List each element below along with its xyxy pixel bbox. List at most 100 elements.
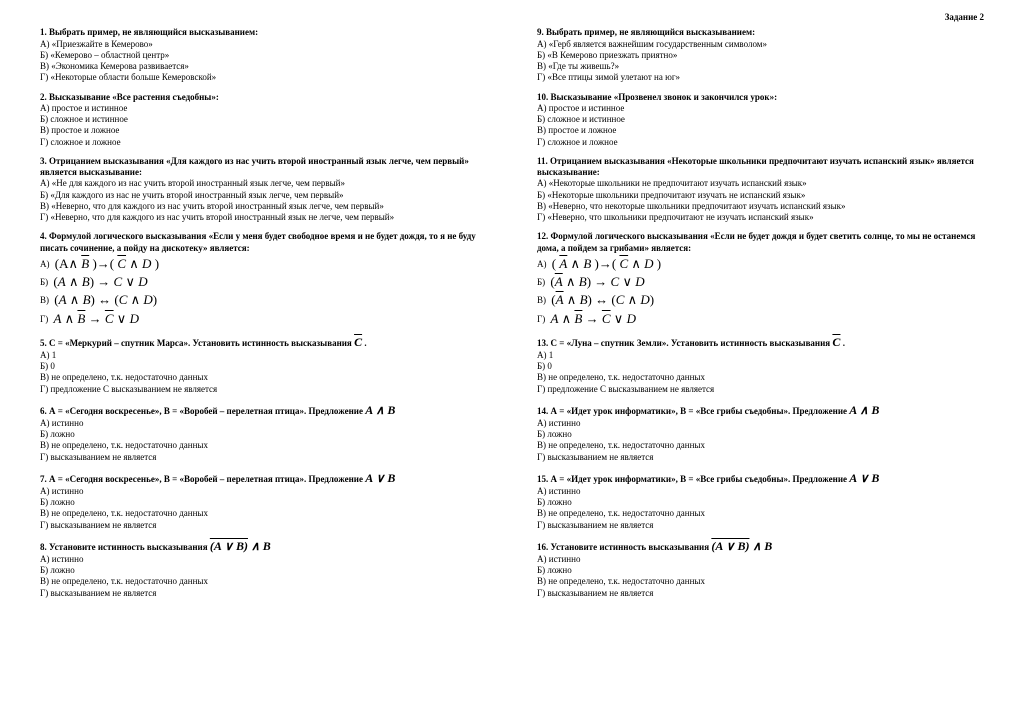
q14-opt-c: В) не определено, т.к. недостаточно данн… (537, 440, 984, 451)
q13-opt-d: Г) предложение С высказыванием не являет… (537, 384, 984, 395)
q15-opt-a: А) истинно (537, 486, 984, 497)
q3-opt-b: Б) «Для каждого из нас не учить второй и… (40, 190, 487, 201)
q9-title: 9. Выбрать пример, не являющийся высказы… (537, 27, 755, 37)
q10-opt-d: Г) сложное и ложное (537, 137, 984, 148)
q10-opt-a: А) простое и истинное (537, 103, 984, 114)
q10-title: 10. Высказывание «Прозвенел звонок и зак… (537, 92, 777, 102)
q5-opt-c: В) не определено, т.к. недостаточно данн… (40, 372, 487, 383)
q3-opt-c: В) «Неверно, что для каждого из нас учит… (40, 201, 487, 212)
q12-formula-b: Б) (A ∧ B) → C ∨ D (537, 274, 984, 290)
q3-opt-a: А) «Не для каждого из нас учить второй и… (40, 178, 487, 189)
q15-opt-d: Г) высказыванием не является (537, 520, 984, 531)
q6-title-pre: 6. А = «Сегодня воскресенье», В = «Вороб… (40, 406, 365, 416)
question-3: 3. Отрицанием высказывания «Для каждого … (40, 156, 487, 224)
q14-formula: A ∧ B (849, 403, 879, 417)
q8-opt-a: А) истинно (40, 554, 487, 565)
q9-opt-c: В) «Где ты живешь?» (537, 61, 984, 72)
q13-title: 13. С = «Луна – спутник Земли». Установи… (537, 335, 984, 350)
q4-formula-a: А) (А∧ B )→( C ∧ D ) (40, 256, 487, 272)
q10-opt-b: Б) сложное и истинное (537, 114, 984, 125)
q6-opt-d: Г) высказыванием не является (40, 452, 487, 463)
q3-title: 3. Отрицанием высказывания «Для каждого … (40, 156, 469, 177)
question-7: 7. А = «Сегодня воскресенье», В = «Вороб… (40, 471, 487, 531)
q7-title-pre: 7. А = «Сегодня воскресенье», В = «Вороб… (40, 474, 365, 484)
q6-title: 6. А = «Сегодня воскресенье», В = «Вороб… (40, 403, 487, 418)
two-column-layout: 1. Выбрать пример, не являющийся высказы… (40, 27, 984, 607)
q2-opt-a: А) простое и истинное (40, 103, 487, 114)
q8-opt-c: В) не определено, т.к. недостаточно данн… (40, 576, 487, 587)
q7-opt-a: А) истинно (40, 486, 487, 497)
q6-formula: A ∧ B (365, 403, 395, 417)
q16-opt-b: Б) ложно (537, 565, 984, 576)
q8-title-pre: 8. Установите истинность высказывания (40, 542, 210, 552)
q4-formula-b: Б) (A ∧ B) → C ∨ D (40, 274, 487, 290)
q9-opt-d: Г) «Все птицы зимой улетают на юг» (537, 72, 984, 83)
q12-formula-d: Г) A ∧ B → C ∨ D (537, 311, 984, 327)
q8-opt-d: Г) высказыванием не является (40, 588, 487, 599)
q2-opt-b: Б) сложное и истинное (40, 114, 487, 125)
q13-title-pre: 13. С = «Луна – спутник Земли». Установи… (537, 338, 832, 348)
q11-opt-b: Б) «Некоторые школьники предпочитают изу… (537, 190, 984, 201)
q4-formula-c: В) (A ∧ B) ↔ (C ∧ D) (40, 292, 487, 308)
q13-opt-a: А) 1 (537, 350, 984, 361)
question-13: 13. С = «Луна – спутник Земли». Установи… (537, 335, 984, 395)
question-8: 8. Установите истинность высказывания (A… (40, 539, 487, 599)
q11-title: 11. Отрицанием высказывания «Некоторые ш… (537, 156, 974, 177)
question-12: 12. Формулой логического высказывания «Е… (537, 231, 984, 327)
q13-opt-c: В) не определено, т.к. недостаточно данн… (537, 372, 984, 383)
q15-title: 15. А = «Идет урок информатики», В = «Вс… (537, 471, 984, 486)
q15-title-pre: 15. А = «Идет урок информатики», В = «Вс… (537, 474, 849, 484)
q5-opt-b: Б) 0 (40, 361, 487, 372)
q11-opt-d: Г) «Неверно, что школьники предпочитают … (537, 212, 984, 223)
page-title: Задание 2 (40, 12, 984, 23)
q13-title-post: . (840, 338, 845, 348)
q16-opt-d: Г) высказыванием не является (537, 588, 984, 599)
q12-formula-c: В) (A ∧ B) ↔ (C ∧ D) (537, 292, 984, 308)
question-2: 2. Высказывание «Все растения съедобны»:… (40, 92, 487, 148)
q8-title: 8. Установите истинность высказывания (A… (40, 539, 487, 554)
left-column: 1. Выбрать пример, не являющийся высказы… (40, 27, 487, 607)
q4-title: 4. Формулой логического высказывания «Ес… (40, 231, 476, 252)
q4-formula-d: Г) A ∧ B → C ∨ D (40, 311, 487, 327)
question-6: 6. А = «Сегодня воскресенье», В = «Вороб… (40, 403, 487, 463)
q1-opt-a: А) «Приезжайте в Кемерово» (40, 39, 487, 50)
q7-title: 7. А = «Сегодня воскресенье», В = «Вороб… (40, 471, 487, 486)
q12-formula-a: А) ( A ∧ B )→( C ∧ D ) (537, 256, 984, 272)
q16-title-pre: 16. Установите истинность высказывания (537, 542, 711, 552)
q14-opt-a: А) истинно (537, 418, 984, 429)
q5-title: 5. С = «Меркурий – спутник Марса». Устан… (40, 335, 487, 350)
question-11: 11. Отрицанием высказывания «Некоторые ш… (537, 156, 984, 224)
question-4: 4. Формулой логического высказывания «Ес… (40, 231, 487, 327)
q15-opt-c: В) не определено, т.к. недостаточно данн… (537, 508, 984, 519)
q5-title-pre: 5. С = «Меркурий – спутник Марса». Устан… (40, 338, 354, 348)
q10-opt-c: В) простое и ложное (537, 125, 984, 136)
q1-opt-d: Г) «Некоторые области больше Кемеровской… (40, 72, 487, 83)
q6-opt-b: Б) ложно (40, 429, 487, 440)
q2-opt-d: Г) сложное и ложное (40, 137, 487, 148)
q15-opt-b: Б) ложно (537, 497, 984, 508)
q8-formula: (A ∨ B) ∧ B (210, 539, 271, 553)
q7-formula: A ∨ B (365, 471, 395, 485)
q11-opt-a: А) «Некоторые школьники не предпочитают … (537, 178, 984, 189)
q5-opt-a: А) 1 (40, 350, 487, 361)
q1-title: 1. Выбрать пример, не являющийся высказы… (40, 27, 258, 37)
q6-opt-c: В) не определено, т.к. недостаточно данн… (40, 440, 487, 451)
q3-opt-d: Г) «Неверно, что для каждого из нас учит… (40, 212, 487, 223)
q1-opt-c: В) «Экономика Кемерова развивается» (40, 61, 487, 72)
q5-formula: C (354, 335, 362, 349)
q16-opt-a: А) истинно (537, 554, 984, 565)
q5-opt-d: Г) предложение С высказыванием не являет… (40, 384, 487, 395)
q2-title: 2. Высказывание «Все растения съедобны»: (40, 92, 219, 102)
q11-opt-c: В) «Неверно, что некоторые школьники пре… (537, 201, 984, 212)
question-5: 5. С = «Меркурий – спутник Марса». Устан… (40, 335, 487, 395)
question-10: 10. Высказывание «Прозвенел звонок и зак… (537, 92, 984, 148)
q15-formula: A ∨ B (849, 471, 879, 485)
q6-opt-a: А) истинно (40, 418, 487, 429)
q16-opt-c: В) не определено, т.к. недостаточно данн… (537, 576, 984, 587)
q16-title: 16. Установите истинность высказывания (… (537, 539, 984, 554)
q1-opt-b: Б) «Кемерово – областной центр» (40, 50, 487, 61)
q16-formula: (A ∨ B) ∧ B (711, 539, 772, 553)
q8-opt-b: Б) ложно (40, 565, 487, 576)
q7-opt-b: Б) ложно (40, 497, 487, 508)
q7-opt-d: Г) высказыванием не является (40, 520, 487, 531)
